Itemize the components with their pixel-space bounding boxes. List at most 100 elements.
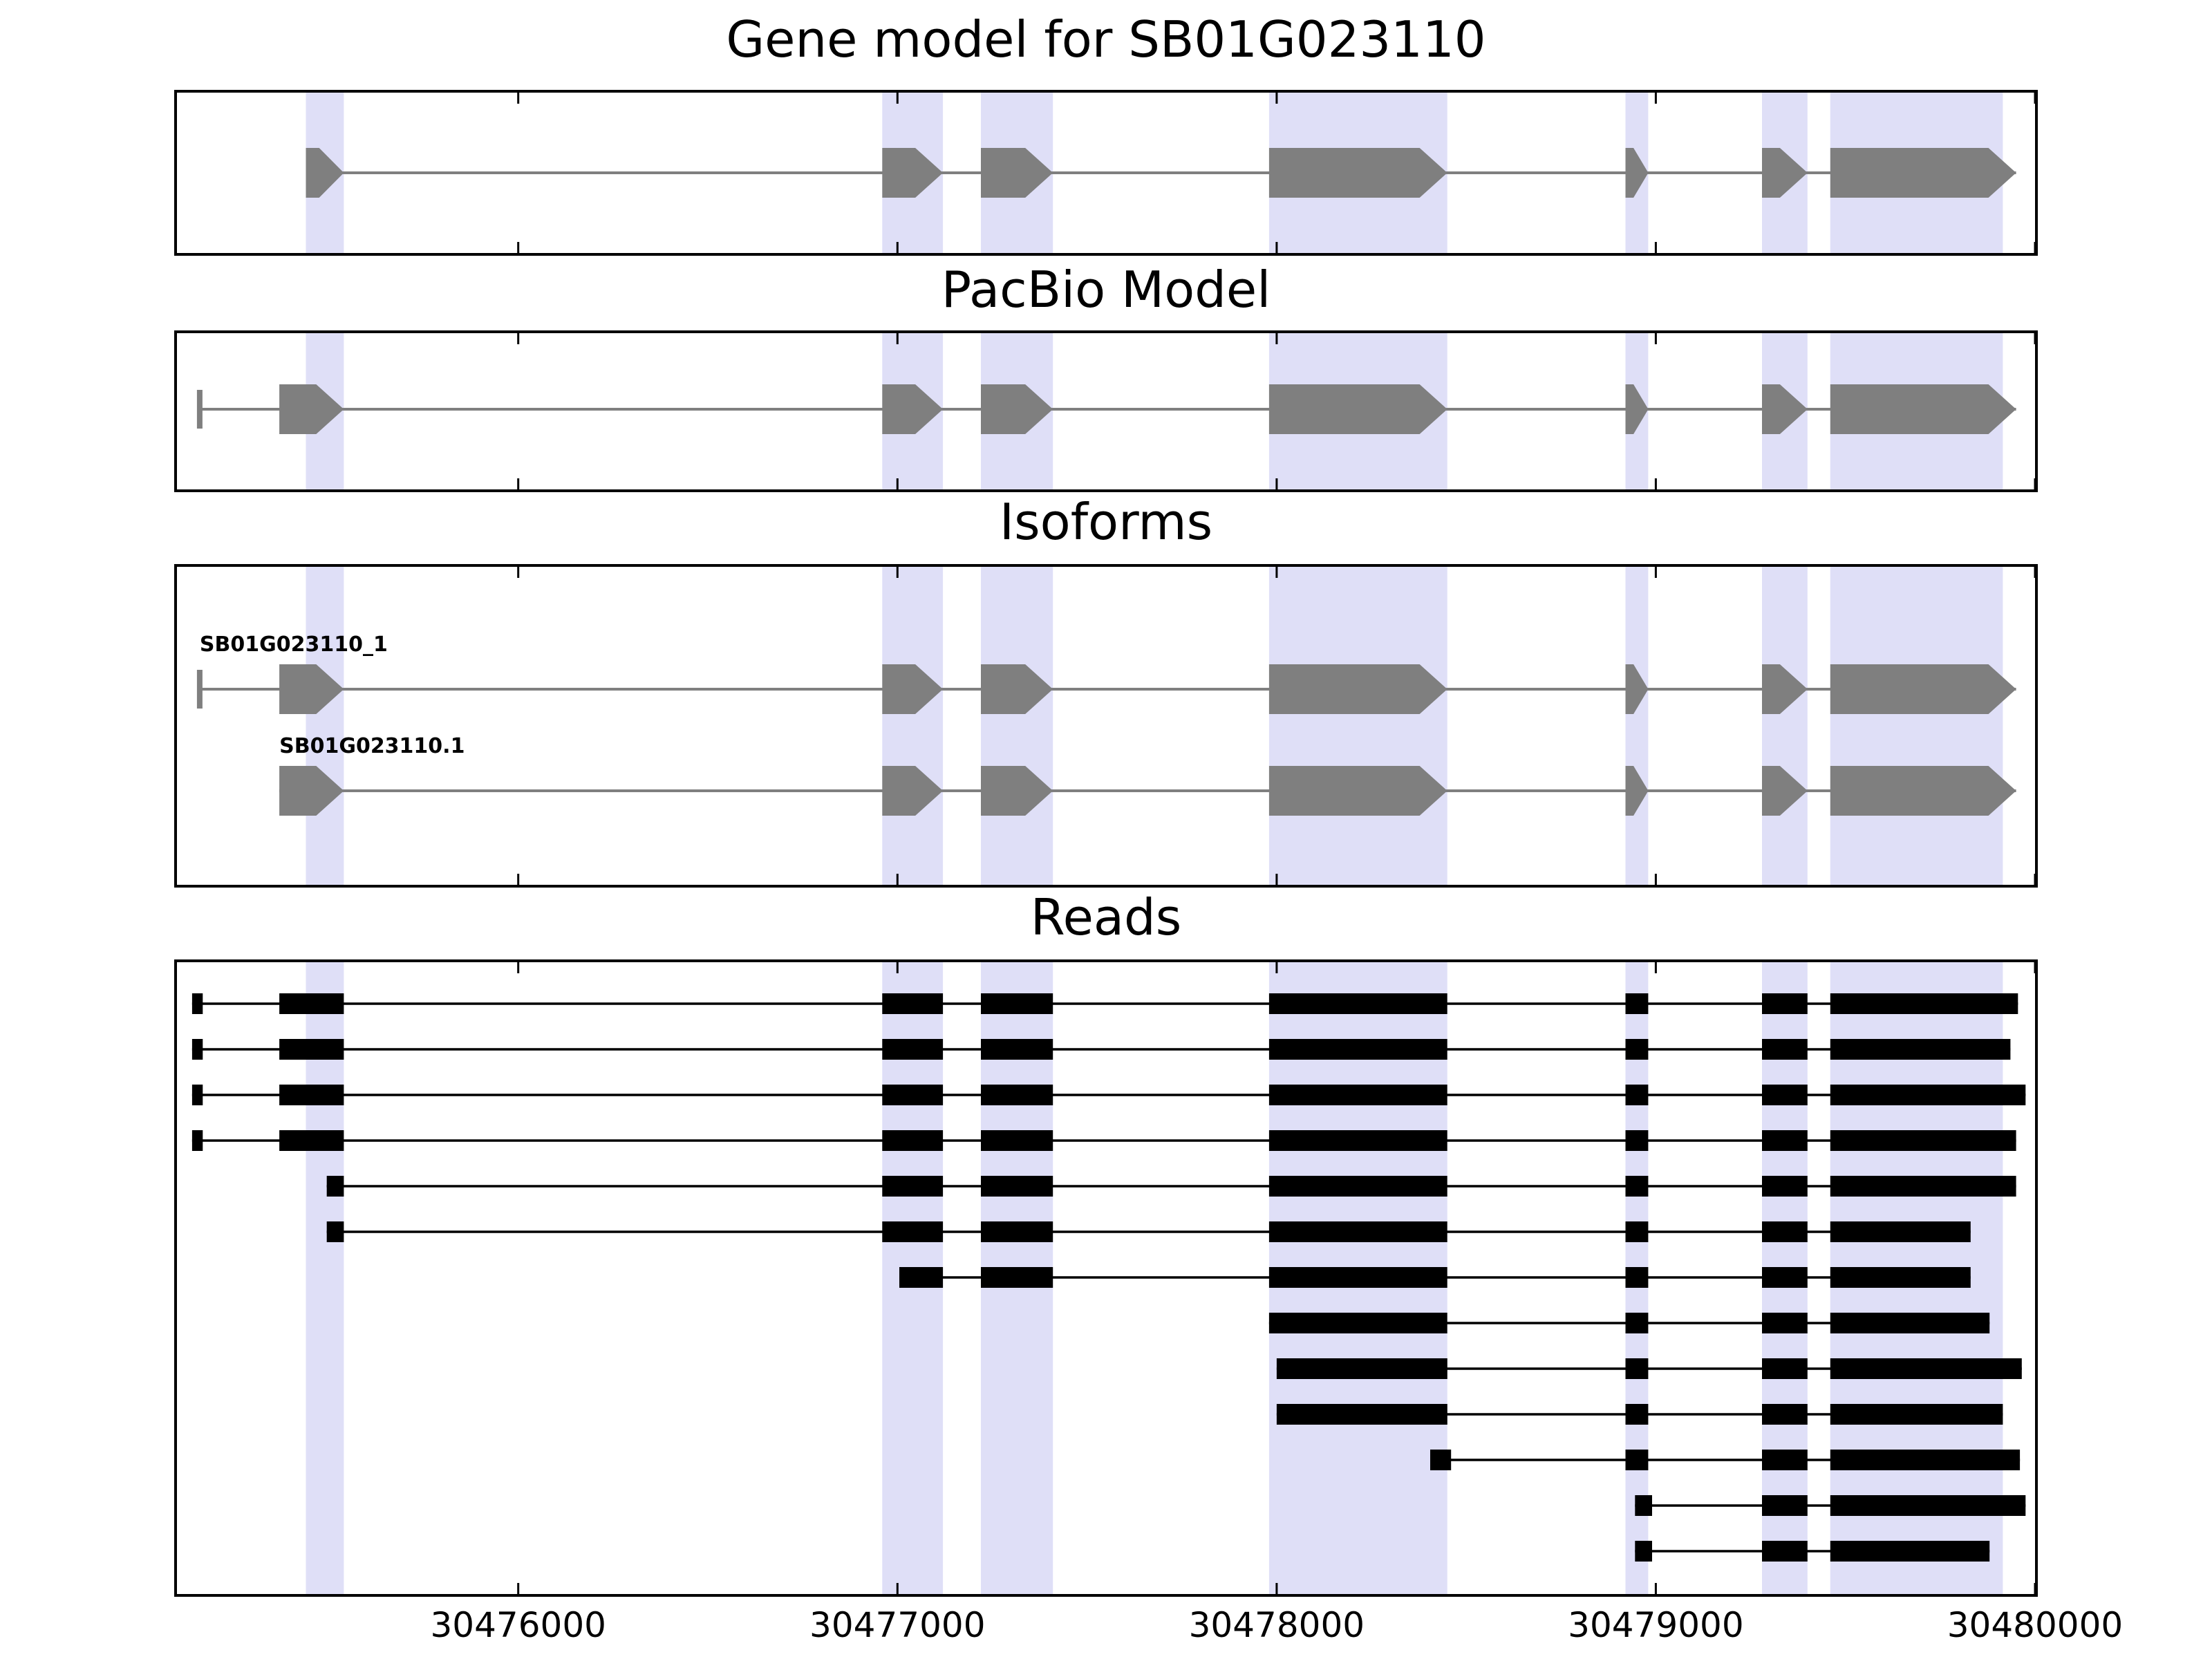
read-block <box>279 993 344 1014</box>
read-block <box>279 1085 344 1105</box>
read-block <box>882 1221 944 1242</box>
read-block <box>981 1130 1053 1151</box>
read-block <box>1830 1358 2022 1379</box>
read-block <box>1268 1267 1447 1288</box>
read-block <box>279 1130 344 1151</box>
exon-highlight-band <box>306 962 344 1594</box>
read-block <box>1762 1267 1808 1288</box>
read-block <box>1762 1085 1808 1105</box>
exon-arrow <box>1762 766 1808 816</box>
x-axis-tick-labels: 30476000 30477000 30478000 30479000 30480000 <box>0 1605 2212 1653</box>
panel-frame <box>174 564 2038 888</box>
panel-title-reads: Reads <box>1030 888 1182 946</box>
read-block <box>1830 1039 2011 1060</box>
read-block <box>1635 1495 1652 1516</box>
x-tick-label: 30478000 <box>1188 1605 1365 1645</box>
read-block <box>1762 1495 1808 1516</box>
exon-highlight-band <box>981 567 1053 885</box>
read-block <box>1830 1221 1971 1242</box>
read-block <box>279 1039 344 1060</box>
read-block <box>882 993 944 1014</box>
read-block <box>882 1130 944 1151</box>
read-block <box>981 1039 1053 1060</box>
read-block <box>1762 1358 1808 1379</box>
read-block <box>1268 1176 1447 1197</box>
exon-highlight-band <box>882 567 944 885</box>
panel-frame <box>174 90 2038 256</box>
read-block <box>1276 1404 1447 1425</box>
read-block <box>1830 1176 2016 1197</box>
exon-arrow <box>981 384 1053 434</box>
exon-highlight-band <box>1268 567 1447 885</box>
exon-arrow <box>882 664 944 714</box>
read-block <box>1830 1404 2003 1425</box>
reads-panel <box>174 959 2038 1597</box>
read-block <box>1268 1221 1447 1242</box>
read-block <box>1268 1085 1447 1105</box>
exon-arrow <box>279 766 344 816</box>
read-block <box>1625 993 1649 1014</box>
pacbio-panel <box>174 330 2038 492</box>
read-block <box>1830 1267 1971 1288</box>
exon-arrow <box>1625 766 1649 816</box>
read-block <box>1625 1039 1649 1060</box>
exon-arrow <box>981 148 1053 198</box>
read-block <box>1635 1541 1652 1562</box>
exon-arrow <box>1830 148 2016 198</box>
read-block <box>1830 1450 2021 1470</box>
read-block <box>981 1221 1053 1242</box>
read-block <box>1830 1313 1990 1333</box>
exon-arrow <box>279 384 344 434</box>
read-block <box>981 1176 1053 1197</box>
gene-model-panel <box>174 90 2038 256</box>
read-block <box>1268 1130 1447 1151</box>
read-block <box>1830 1085 2026 1105</box>
panel-frame <box>174 959 2038 1597</box>
read-block <box>981 1267 1053 1288</box>
read-block <box>1625 1404 1649 1425</box>
leader-bar <box>196 390 203 429</box>
panel-title-gene-model: Gene model for SB01G023110 <box>726 10 1486 68</box>
read-block <box>1762 1541 1808 1562</box>
exon-arrow <box>1830 766 2016 816</box>
read-block <box>1762 1313 1808 1333</box>
read-block <box>191 993 203 1014</box>
x-tick-label: 30480000 <box>1947 1605 2124 1645</box>
read-block <box>1625 1267 1649 1288</box>
isoforms-panel: SB01G023110_1 SB01G023110.1 <box>174 564 2038 888</box>
read-block <box>1268 1039 1447 1060</box>
exon-arrow <box>1625 148 1649 198</box>
exon-arrow <box>1762 148 1808 198</box>
read-block <box>1276 1358 1447 1379</box>
read-block <box>882 1176 944 1197</box>
read-block <box>191 1039 203 1060</box>
exon-highlight-band <box>1762 567 1808 885</box>
exon-arrow <box>1762 384 1808 434</box>
read-block <box>1830 1495 2026 1516</box>
read-block <box>1625 1313 1649 1333</box>
read-block <box>326 1221 344 1242</box>
read-block <box>882 1085 944 1105</box>
read-block <box>1762 1450 1808 1470</box>
x-tick-label: 30476000 <box>430 1605 606 1645</box>
read-block <box>1762 1176 1808 1197</box>
read-block <box>1762 1039 1808 1060</box>
read-block <box>1762 1404 1808 1425</box>
panel-title-pacbio: PacBio Model <box>941 261 1271 319</box>
exon-highlight-band <box>1625 567 1649 885</box>
read-block <box>1762 1130 1808 1151</box>
read-block <box>1430 1450 1452 1470</box>
exon-arrow <box>279 664 344 714</box>
exon-arrow <box>1830 384 2016 434</box>
exon-arrow <box>981 766 1053 816</box>
exon-highlight-band <box>306 567 344 885</box>
exon-arrow <box>1268 766 1447 816</box>
exon-arrow <box>1830 664 2016 714</box>
exon-arrow <box>882 148 944 198</box>
exon-arrow <box>882 766 944 816</box>
isoform-label: SB01G023110_1 <box>200 632 388 657</box>
x-tick-label: 30479000 <box>1568 1605 1744 1645</box>
read-block <box>1625 1130 1649 1151</box>
read-block <box>1268 1313 1447 1333</box>
